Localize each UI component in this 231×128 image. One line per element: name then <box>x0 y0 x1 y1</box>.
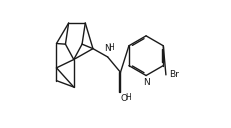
Text: N: N <box>142 78 149 87</box>
Text: O: O <box>120 94 127 103</box>
Text: Br: Br <box>168 70 178 79</box>
Text: H: H <box>125 93 130 102</box>
Text: N: N <box>104 44 111 53</box>
Text: H: H <box>108 43 114 52</box>
